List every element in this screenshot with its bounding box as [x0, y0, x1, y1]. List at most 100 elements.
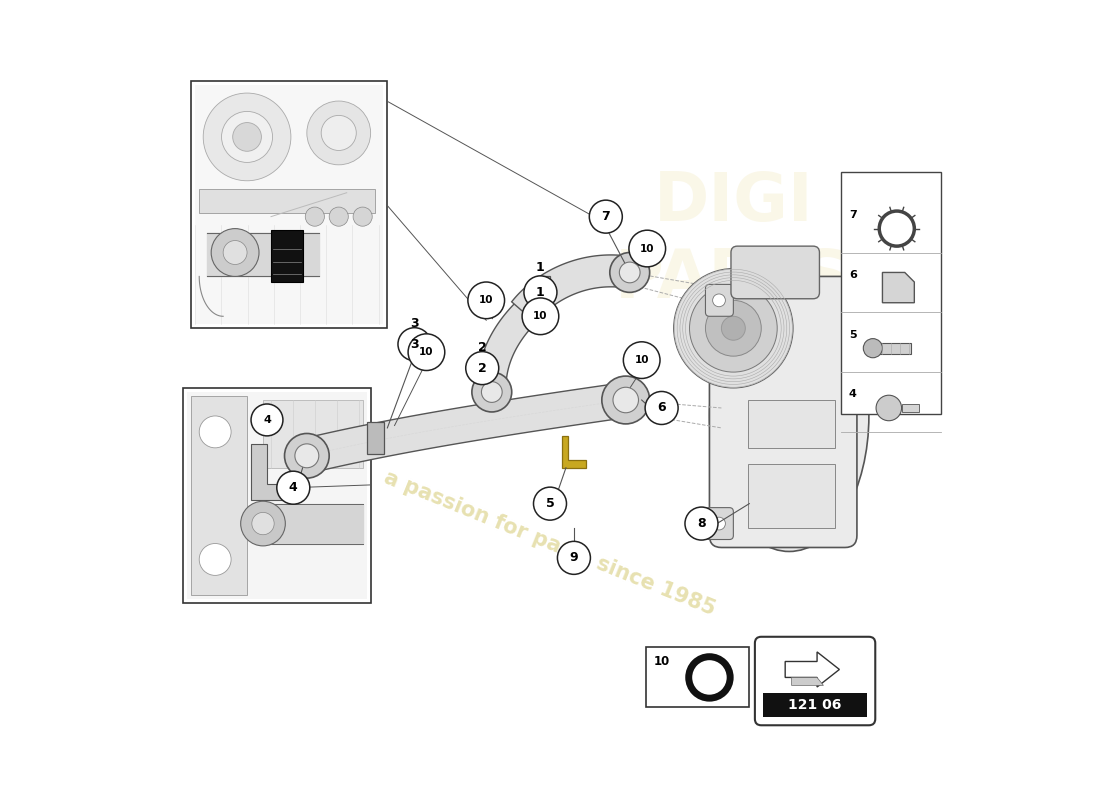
FancyBboxPatch shape: [755, 637, 876, 726]
Circle shape: [713, 517, 725, 530]
Bar: [195, 85, 383, 324]
Circle shape: [199, 543, 231, 575]
Bar: [199, 189, 375, 213]
Circle shape: [408, 334, 444, 370]
Circle shape: [321, 115, 356, 150]
Text: 121 06: 121 06: [789, 698, 842, 712]
Text: 4: 4: [289, 481, 298, 494]
Circle shape: [864, 338, 882, 358]
Circle shape: [199, 416, 231, 448]
Circle shape: [673, 269, 793, 388]
Circle shape: [233, 122, 262, 151]
Circle shape: [613, 387, 638, 413]
Circle shape: [251, 404, 283, 436]
Text: 5: 5: [546, 497, 554, 510]
Bar: [873, 342, 911, 354]
Circle shape: [252, 513, 274, 534]
Circle shape: [590, 200, 623, 233]
Circle shape: [465, 352, 498, 385]
Bar: [536, 277, 550, 308]
Polygon shape: [785, 652, 839, 687]
Text: 10: 10: [653, 655, 670, 668]
Polygon shape: [562, 436, 586, 468]
Circle shape: [876, 395, 902, 421]
Text: 10: 10: [419, 347, 433, 357]
Bar: [763, 694, 867, 718]
Bar: [748, 464, 835, 527]
Circle shape: [690, 285, 778, 372]
Text: 5: 5: [849, 330, 857, 340]
Circle shape: [307, 101, 371, 165]
Circle shape: [211, 229, 258, 277]
Circle shape: [277, 471, 310, 504]
Text: 6: 6: [849, 270, 857, 280]
Text: 1: 1: [536, 261, 544, 274]
Circle shape: [398, 328, 431, 361]
Circle shape: [353, 207, 372, 226]
Text: a passion for parts since 1985: a passion for parts since 1985: [382, 467, 718, 619]
Bar: [187, 392, 366, 599]
Circle shape: [468, 282, 505, 318]
Circle shape: [204, 93, 290, 181]
Bar: [191, 81, 386, 328]
Circle shape: [482, 382, 503, 402]
Circle shape: [705, 300, 761, 356]
Text: 3: 3: [410, 317, 419, 330]
Circle shape: [558, 542, 591, 574]
Circle shape: [619, 262, 640, 283]
Circle shape: [645, 391, 678, 425]
Circle shape: [472, 372, 512, 412]
Text: 3: 3: [410, 338, 419, 350]
Polygon shape: [477, 302, 537, 392]
Text: 4: 4: [263, 415, 271, 425]
Text: 6: 6: [658, 402, 666, 414]
FancyBboxPatch shape: [705, 508, 734, 539]
Bar: [842, 172, 940, 414]
Text: 10: 10: [635, 355, 649, 365]
Text: 8: 8: [697, 517, 706, 530]
Text: 1: 1: [536, 286, 544, 299]
Bar: [271, 230, 303, 282]
Circle shape: [624, 342, 660, 378]
Circle shape: [685, 507, 718, 540]
Circle shape: [629, 230, 666, 267]
Bar: [184, 388, 371, 603]
Circle shape: [295, 444, 319, 468]
Text: 9: 9: [570, 551, 579, 564]
Circle shape: [223, 241, 248, 265]
Bar: [263, 400, 363, 468]
Text: 10: 10: [478, 295, 494, 306]
Circle shape: [524, 276, 557, 309]
Circle shape: [306, 207, 324, 226]
FancyBboxPatch shape: [732, 246, 820, 298]
Bar: [646, 647, 749, 707]
Polygon shape: [512, 255, 632, 322]
Circle shape: [602, 376, 650, 424]
Circle shape: [241, 502, 285, 546]
FancyBboxPatch shape: [705, 285, 734, 316]
Text: DIGI
PARTS: DIGI PARTS: [615, 170, 851, 312]
Polygon shape: [306, 382, 628, 472]
Circle shape: [609, 253, 650, 292]
Circle shape: [221, 111, 273, 162]
Bar: [366, 422, 384, 454]
Bar: [191, 396, 248, 595]
Polygon shape: [251, 444, 290, 500]
FancyBboxPatch shape: [710, 277, 857, 547]
Bar: [748, 400, 835, 448]
Text: 7: 7: [602, 210, 610, 223]
Circle shape: [285, 434, 329, 478]
Circle shape: [713, 294, 725, 306]
Text: 4: 4: [849, 390, 857, 399]
Ellipse shape: [710, 281, 869, 551]
Polygon shape: [792, 678, 824, 686]
Text: 10: 10: [640, 243, 654, 254]
Bar: [710, 281, 869, 551]
Circle shape: [522, 298, 559, 334]
Text: 2: 2: [477, 362, 486, 374]
Circle shape: [329, 207, 349, 226]
Text: 7: 7: [849, 210, 857, 220]
Circle shape: [722, 316, 746, 340]
Bar: [902, 404, 920, 412]
Text: 2: 2: [477, 341, 486, 354]
